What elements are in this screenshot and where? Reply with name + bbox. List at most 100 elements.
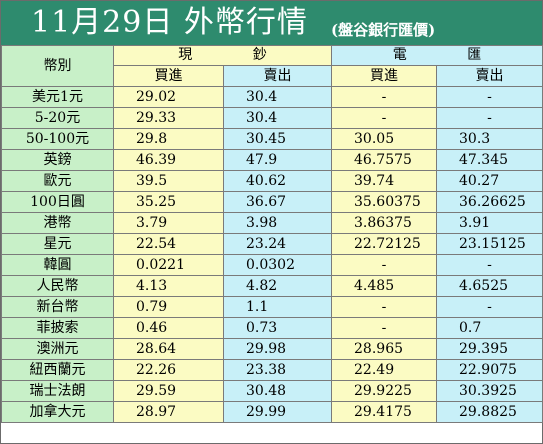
table-row: 50-100元 29.8 30.45 30.05 30.3: [1, 128, 543, 150]
rate-rows: 美元1元 29.02 30.4- -5-20元 29.33 30.4- -50-100元 29…: [1, 86, 543, 423]
spot-buy-value: 35.60375: [331, 191, 438, 213]
currency-name: 紐西蘭元: [1, 359, 114, 381]
cash-buy-value: 22.54: [113, 233, 224, 255]
header-spot-group-label: 電 匯: [392, 47, 510, 63]
table-row: 星元 22.54 23.24 22.72125 23.15125: [1, 233, 543, 255]
header-spot-sell: 賣出: [436, 65, 543, 87]
table-row: 港幣 3.79 3.98 3.86375 3.91: [1, 212, 543, 234]
cash-sell-value: 23.38: [222, 359, 333, 381]
table-row: 韓圓 0.0221 0.0302- -: [1, 254, 543, 276]
currency-name: 5-20元: [1, 107, 114, 129]
spot-sell-value: 30.3925: [436, 380, 543, 402]
spot-sell-value: 4.6525: [436, 275, 543, 297]
cash-sell-value: 47.9: [222, 149, 333, 171]
currency-name: 菲披索: [1, 317, 114, 339]
spot-sell-value: 29.395: [436, 338, 543, 360]
table-row: 5-20元 29.33 30.4- -: [1, 107, 543, 129]
cash-sell-value: 40.62: [222, 170, 333, 192]
spot-buy-value: 46.7575: [331, 149, 438, 171]
cash-sell-value: 3.98: [222, 212, 333, 234]
spot-sell-value: 22.9075: [436, 359, 543, 381]
cash-buy-value: 28.64: [113, 338, 224, 360]
table-row: 人民幣 4.13 4.82 4.485 4.6525: [1, 275, 543, 297]
spot-sell-value: 3.91: [436, 212, 543, 234]
table-row: 歐元 39.5 40.62 39.74 40.27: [1, 170, 543, 192]
cash-sell-value: 0.0302: [222, 254, 333, 276]
spot-buy-value: 29.4175: [331, 401, 438, 423]
cash-buy-value: 0.46: [113, 317, 224, 339]
table-row: 澳洲元 28.64 29.98 28.965 29.395: [1, 338, 543, 360]
page-title: 11月29日 外幣行情: [31, 5, 308, 40]
cash-sell-value: 23.24: [222, 233, 333, 255]
table-row: 100日圓 35.25 36.67 35.60375 36.26625: [1, 191, 543, 213]
currency-name: 加拿大元: [1, 401, 114, 423]
spot-sell-value: 29.8825: [436, 401, 543, 423]
spot-sell-value: 0.7: [436, 317, 543, 339]
table-row: 新台幣 0.79 1.1- -: [1, 296, 543, 318]
cash-buy-value: 0.79: [113, 296, 224, 318]
table-row: 瑞士法朗 29.59 30.48 29.9225 30.3925: [1, 380, 543, 402]
cash-buy-value: 46.39: [113, 149, 224, 171]
cash-buy-value: 0.0221: [113, 254, 224, 276]
cash-buy-value: 29.59: [113, 380, 224, 402]
cash-sell-value: 29.98: [222, 338, 333, 360]
title-bar: 11月29日 外幣行情 (盤谷銀行匯價): [1, 1, 542, 45]
cash-buy-value: 22.26: [113, 359, 224, 381]
cash-sell-value: 0.73: [222, 317, 333, 339]
currency-name: 新台幣: [1, 296, 114, 318]
spot-sell-value: 36.26625: [436, 191, 543, 213]
cash-buy-value: 29.33: [113, 107, 224, 129]
currency-name: 星元: [1, 233, 114, 255]
spot-buy-value: -: [331, 296, 438, 318]
currency-name: 港幣: [1, 212, 114, 234]
cash-buy-value: 28.97: [113, 401, 224, 423]
spot-buy-value: 22.49: [331, 359, 438, 381]
spot-buy-value: -: [331, 254, 438, 276]
cash-sell-value: 4.82: [222, 275, 333, 297]
currency-name: 50-100元: [1, 128, 114, 150]
cash-buy-value: 39.5: [113, 170, 224, 192]
spot-sell-value: -: [436, 254, 543, 276]
currency-name: 韓圓: [1, 254, 114, 276]
table-row: 菲披索 0.46 0.73-0.7: [1, 317, 543, 339]
header-sub-row: 買進 賣出 買進 賣出: [2, 65, 543, 87]
spot-buy-value: 3.86375: [331, 212, 438, 234]
spot-buy-value: 29.9225: [331, 380, 438, 402]
spot-buy-value: -: [331, 107, 438, 129]
header-cash-group-label: 現 鈔: [178, 47, 295, 63]
cash-sell-value: 30.48: [222, 380, 333, 402]
spot-sell-value: 30.3: [436, 128, 543, 150]
cash-sell-value: 1.1: [222, 296, 333, 318]
currency-name: 英鎊: [1, 149, 114, 171]
spot-sell-value: 47.345: [436, 149, 543, 171]
spot-sell-value: -: [436, 107, 543, 129]
spot-sell-value: -: [436, 296, 543, 318]
page-subtitle: (盤谷銀行匯價): [331, 21, 436, 39]
currency-name: 美元1元: [1, 86, 114, 108]
currency-name: 人民幣: [1, 275, 114, 297]
currency-name: 澳洲元: [1, 338, 114, 360]
cash-buy-value: 29.8: [113, 128, 224, 150]
cash-buy-value: 29.02: [113, 86, 224, 108]
cash-sell-value: 30.4: [222, 86, 333, 108]
header-cash-sell: 賣出: [222, 65, 333, 87]
spot-buy-value: -: [331, 86, 438, 108]
table-row: 紐西蘭元 22.26 23.38 22.49 22.9075: [1, 359, 543, 381]
currency-name: 100日圓: [1, 191, 114, 213]
cash-sell-value: 30.4: [222, 107, 333, 129]
table-row: 英鎊 46.39 47.9 46.7575 47.345: [1, 149, 543, 171]
cash-sell-value: 29.99: [222, 401, 333, 423]
header-spot-group: 電 匯: [331, 45, 543, 66]
currency-name: 瑞士法朗: [1, 380, 114, 402]
cash-sell-value: 36.67: [222, 191, 333, 213]
spot-sell-value: 40.27: [436, 170, 543, 192]
spot-buy-value: 28.965: [331, 338, 438, 360]
spot-sell-value: 23.15125: [436, 233, 543, 255]
spot-buy-value: 30.05: [331, 128, 438, 150]
table-row: 美元1元 29.02 30.4- -: [1, 86, 543, 108]
exchange-rate-table: 幣別 現 鈔 電 匯 買進 賣出 買進 賣出 美元1元 29.02 30.4- -5-…: [1, 45, 543, 423]
header-spot-buy: 買進: [331, 65, 438, 87]
cash-buy-value: 35.25: [113, 191, 224, 213]
header-cash-buy: 買進: [113, 65, 224, 87]
